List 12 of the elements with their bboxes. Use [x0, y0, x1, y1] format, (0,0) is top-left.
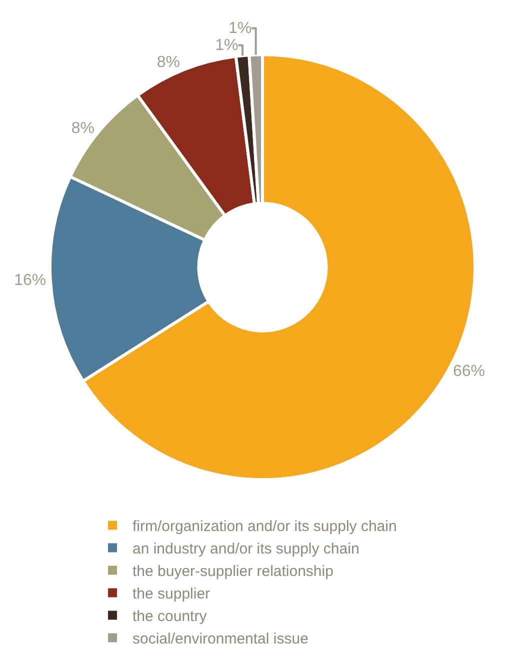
data-label: 8% — [71, 120, 95, 137]
legend-label: the supplier — [132, 586, 210, 603]
data-label: 1% — [215, 36, 238, 54]
legend-label: the country — [132, 608, 208, 626]
data-label: 1% — [228, 20, 252, 37]
legend-label: the buyer-supplier relationship — [132, 563, 334, 580]
legend-label: firm/organization and/or its supply chain — [132, 518, 397, 536]
data-label: 66% — [452, 363, 485, 380]
data-label: 16% — [14, 272, 46, 290]
data-label: 8% — [156, 54, 180, 71]
legend-label: an industry and/or its supply chain — [132, 540, 360, 558]
legend-label: social/environmental issue — [132, 630, 308, 648]
